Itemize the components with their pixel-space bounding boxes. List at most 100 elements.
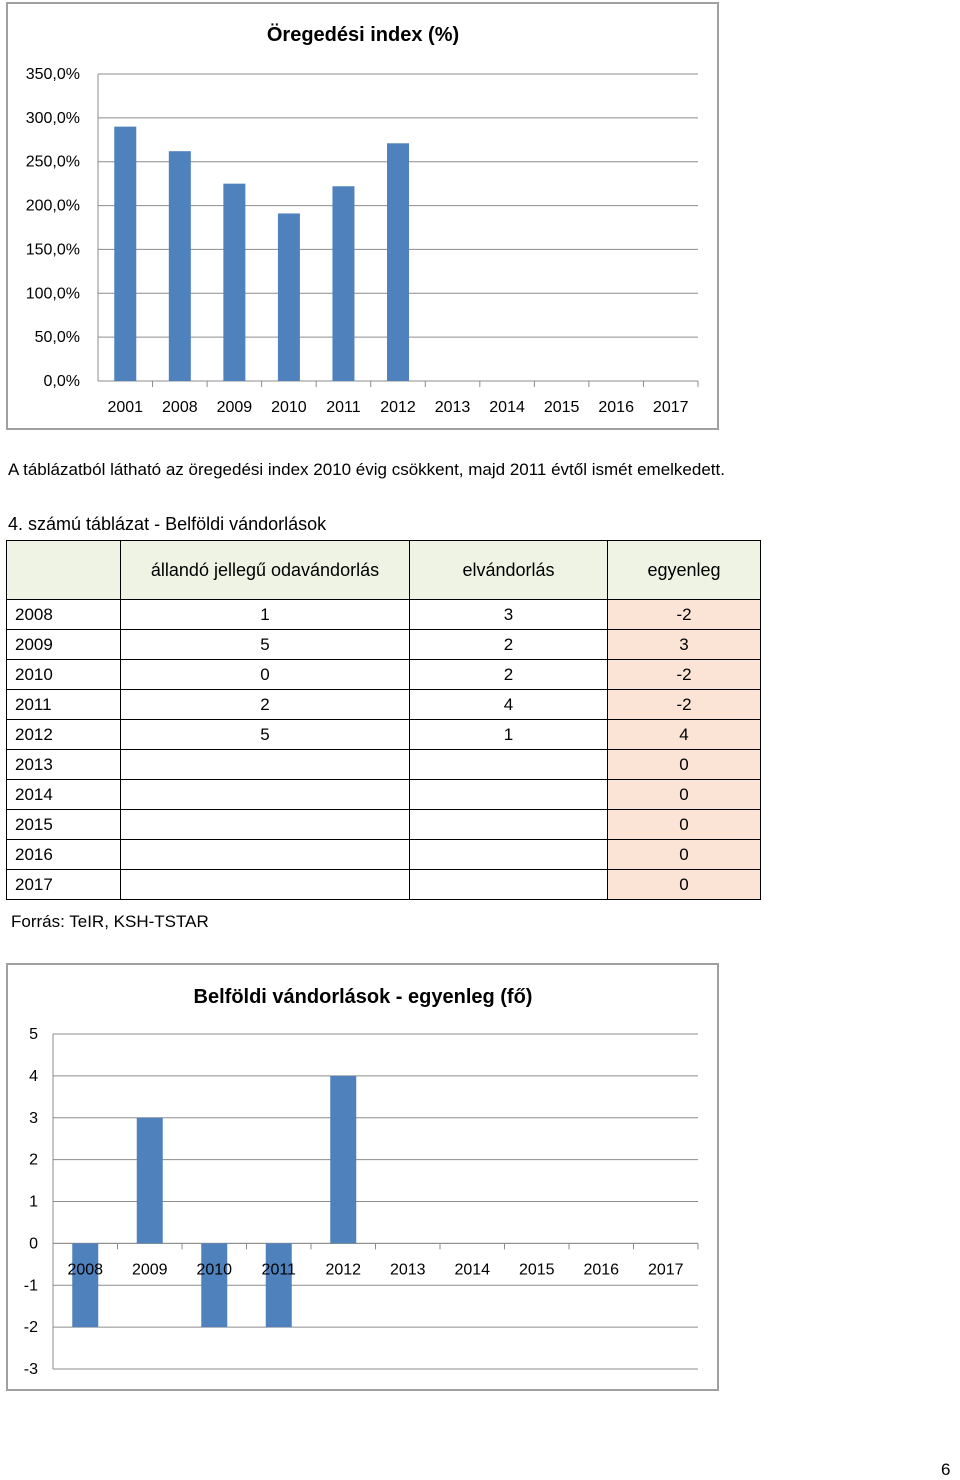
table-cell-balance: -2 [607, 689, 761, 720]
bar [277, 213, 300, 381]
table-row: 2013 0 [6, 749, 761, 780]
table-cell-inflow: 5 [120, 629, 410, 660]
source-note: Forrás: TeIR, KSH-TSTAR [11, 912, 209, 931]
bar [114, 126, 137, 381]
table-cell-outflow: 1 [409, 719, 608, 750]
x-tick-label: 2008 [162, 399, 198, 416]
table-cell-inflow [120, 809, 410, 840]
table-row: 2012 5 1 4 [6, 719, 761, 750]
table-cell-inflow: 0 [120, 659, 410, 690]
x-tick-label: 2015 [519, 1261, 555, 1278]
x-tick-label: 2015 [544, 399, 580, 416]
y-tick-label: 50,0% [35, 329, 80, 346]
table-cell-year: 2015 [6, 809, 121, 840]
table-cell-inflow: 2 [120, 689, 410, 720]
y-tick-label: 2 [29, 1152, 38, 1169]
table-cell-balance: 3 [607, 629, 761, 660]
table-cell-year: 2017 [6, 869, 121, 900]
x-tick-label: 2012 [325, 1261, 361, 1278]
x-tick-label: 2009 [217, 399, 253, 416]
table-cell-inflow [120, 779, 410, 810]
table-row: 2015 0 [6, 809, 761, 840]
bar [168, 151, 191, 381]
x-tick-label: 2016 [583, 1261, 619, 1278]
x-tick-label: 2013 [435, 399, 471, 416]
migration-table: állandó jellegű odavándorlás elvándorlás… [6, 540, 761, 900]
table-cell-outflow [409, 809, 608, 840]
table-cell-inflow [120, 839, 410, 870]
y-tick-label: -3 [24, 1361, 38, 1378]
y-tick-label: 1 [29, 1194, 38, 1211]
aging-index-chart: Öregedési index (%) 0,0% 50,0% 100,0% 150,0%… [6, 2, 719, 430]
x-tick-label: 2001 [107, 399, 143, 416]
table-cell-outflow: 2 [409, 659, 608, 690]
bar [387, 143, 409, 381]
table-cell-year: 2009 [6, 629, 121, 660]
x-tick-label: 2009 [132, 1261, 168, 1278]
y-tick-label: 150,0% [26, 241, 80, 258]
y-tick-label: 100,0% [26, 285, 80, 302]
bar [72, 1243, 99, 1328]
x-tick-label: 2016 [598, 399, 634, 416]
x-tick-label: 2010 [271, 399, 307, 416]
bar [332, 186, 355, 381]
table-cell-balance: 4 [607, 719, 761, 750]
table-cell-outflow [409, 749, 608, 780]
table-row: 2009 5 2 3 [6, 629, 761, 660]
bar [223, 183, 246, 381]
table-header-balance: egyenleg [607, 540, 761, 600]
table-cell-balance: 0 [607, 869, 761, 900]
y-tick-label: 5 [29, 1026, 38, 1043]
table-header-year [6, 540, 121, 600]
x-tick-label: 2011 [262, 1261, 297, 1278]
table-cell-inflow [120, 749, 410, 780]
table-cell-outflow: 2 [409, 629, 608, 660]
table-row: 2010 0 2 -2 [6, 659, 761, 690]
x-tick-label: 2011 [326, 399, 361, 416]
y-tick-label: 4 [29, 1068, 38, 1085]
table-cell-year: 2012 [6, 719, 121, 750]
y-tick-label: 300,0% [26, 110, 80, 127]
table-row: 2017 0 [6, 869, 761, 900]
table-header-outflow: elvándorlás [409, 540, 608, 600]
x-tick-label: 2012 [380, 399, 416, 416]
table-cell-year: 2013 [6, 749, 121, 780]
y-tick-label: 200,0% [26, 198, 80, 215]
bar [330, 1075, 357, 1244]
table-row: 2008 1 3 -2 [6, 599, 761, 630]
table-cell-year: 2011 [6, 689, 121, 720]
y-tick-label: 250,0% [26, 154, 80, 171]
chart-title: Belföldi vándorlások - egyenleg (fő) [194, 986, 533, 1008]
table-cell-inflow: 5 [120, 719, 410, 750]
y-tick-label: 350,0% [26, 66, 80, 83]
table-cell-balance: 0 [607, 779, 761, 810]
table-cell-year: 2014 [6, 779, 121, 810]
bar [136, 1117, 163, 1244]
chart-title: Öregedési index (%) [267, 23, 459, 46]
x-tick-label: 2017 [653, 399, 689, 416]
table-cell-outflow: 3 [409, 599, 608, 630]
y-tick-label: -2 [24, 1319, 38, 1336]
table-cell-balance: -2 [607, 659, 761, 690]
table-cell-inflow: 1 [120, 599, 410, 630]
aging-index-paragraph: A táblázatból látható az öregedési index… [8, 460, 725, 479]
x-tick-label: 2010 [196, 1261, 232, 1278]
table-cell-inflow [120, 869, 410, 900]
table-row: 2014 0 [6, 779, 761, 810]
table-cell-balance: -2 [607, 599, 761, 630]
bar [265, 1243, 292, 1328]
table-row: 2011 2 4 -2 [6, 689, 761, 720]
table-cell-year: 2016 [6, 839, 121, 870]
x-tick-label: 2017 [648, 1261, 684, 1278]
table-cell-year: 2008 [6, 599, 121, 630]
table-cell-outflow [409, 839, 608, 870]
table-cell-outflow [409, 869, 608, 900]
y-tick-label: -1 [24, 1277, 38, 1294]
migration-balance-chart-svg: Belföldi vándorlások - egyenleg (fő) -3 -2… [24, 986, 699, 1378]
table-cell-balance: 0 [607, 749, 761, 780]
table-header-inflow: állandó jellegű odavándorlás [120, 540, 410, 600]
y-tick-label: 0 [29, 1235, 38, 1252]
y-tick-label: 3 [29, 1110, 38, 1127]
table-cell-outflow: 4 [409, 689, 608, 720]
table-cell-outflow [409, 779, 608, 810]
